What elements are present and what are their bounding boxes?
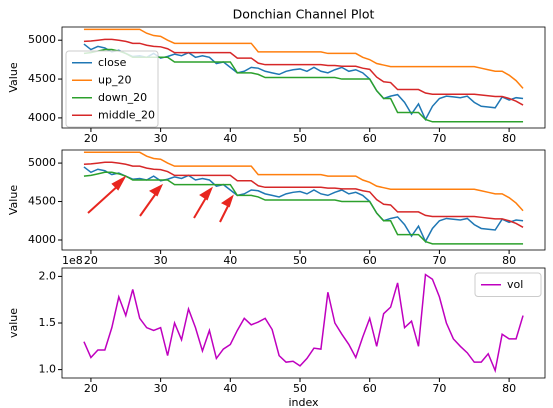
x-tick-label: 20 [84, 382, 98, 395]
y-tick-label: 2.0 [39, 269, 57, 282]
legend-box [65, 50, 159, 128]
x-tick-label: 70 [432, 132, 446, 145]
series-line [83, 166, 524, 244]
arrow [139, 191, 158, 217]
arrow [219, 203, 230, 223]
legend-label: close [98, 56, 127, 69]
series-line [83, 38, 524, 106]
arrow-head [221, 194, 234, 208]
y-axis-label: Value [7, 62, 20, 92]
x-tick-label: 70 [432, 382, 446, 395]
arrow-head [199, 186, 214, 201]
y-tick-label: 4000 [28, 233, 56, 246]
plot-frame [61, 267, 546, 379]
arrow [193, 195, 208, 219]
plot-frame [61, 26, 546, 129]
x-tick-label: 60 [363, 382, 377, 395]
series-line [83, 161, 524, 228]
legend-label: down_20 [98, 91, 147, 104]
y-tick-label: 5000 [28, 156, 56, 169]
plot-frame [61, 149, 546, 251]
y-axis-label: value [7, 308, 20, 338]
series-line [83, 273, 524, 374]
arrow [87, 183, 121, 214]
x-axis-label: index [288, 396, 319, 408]
offset-text: 1e8 [62, 254, 83, 267]
x-tick-label: 20 [84, 254, 98, 267]
arrow-head [149, 183, 164, 197]
legend-box [474, 272, 542, 297]
series-line [83, 151, 524, 212]
chart-title: Donchian Channel Plot [233, 7, 375, 22]
x-tick-label: 30 [154, 254, 168, 267]
y-tick-label: 5000 [28, 33, 56, 46]
legend-label: middle_20 [98, 108, 155, 121]
y-tick-label: 4500 [28, 72, 56, 85]
legend-label: vol [507, 278, 523, 291]
x-tick-label: 80 [502, 132, 516, 145]
arrow-head [111, 175, 127, 191]
x-tick-label: 30 [154, 382, 168, 395]
y-tick-label: 1.0 [39, 363, 57, 376]
x-tick-label: 40 [223, 382, 237, 395]
y-axis-label: Value [7, 185, 20, 215]
x-tick-label: 70 [432, 254, 446, 267]
series-line [83, 171, 524, 245]
x-tick-label: 50 [293, 382, 307, 395]
arrows [87, 175, 234, 223]
x-tick-label: 80 [502, 254, 516, 267]
series-line [83, 28, 524, 89]
x-tick-label: 40 [223, 132, 237, 145]
x-tick-label: 50 [293, 132, 307, 145]
y-tick-label: 1.5 [39, 316, 57, 329]
x-tick-label: 60 [363, 254, 377, 267]
x-tick-label: 40 [223, 254, 237, 267]
x-tick-label: 50 [293, 254, 307, 267]
y-tick-label: 4000 [28, 111, 56, 124]
legend-label: up_20 [98, 73, 131, 86]
x-tick-label: 60 [363, 132, 377, 145]
x-tick-label: 20 [84, 132, 98, 145]
x-tick-label: 30 [154, 132, 168, 145]
x-tick-label: 80 [502, 382, 516, 395]
y-tick-label: 4500 [28, 195, 56, 208]
